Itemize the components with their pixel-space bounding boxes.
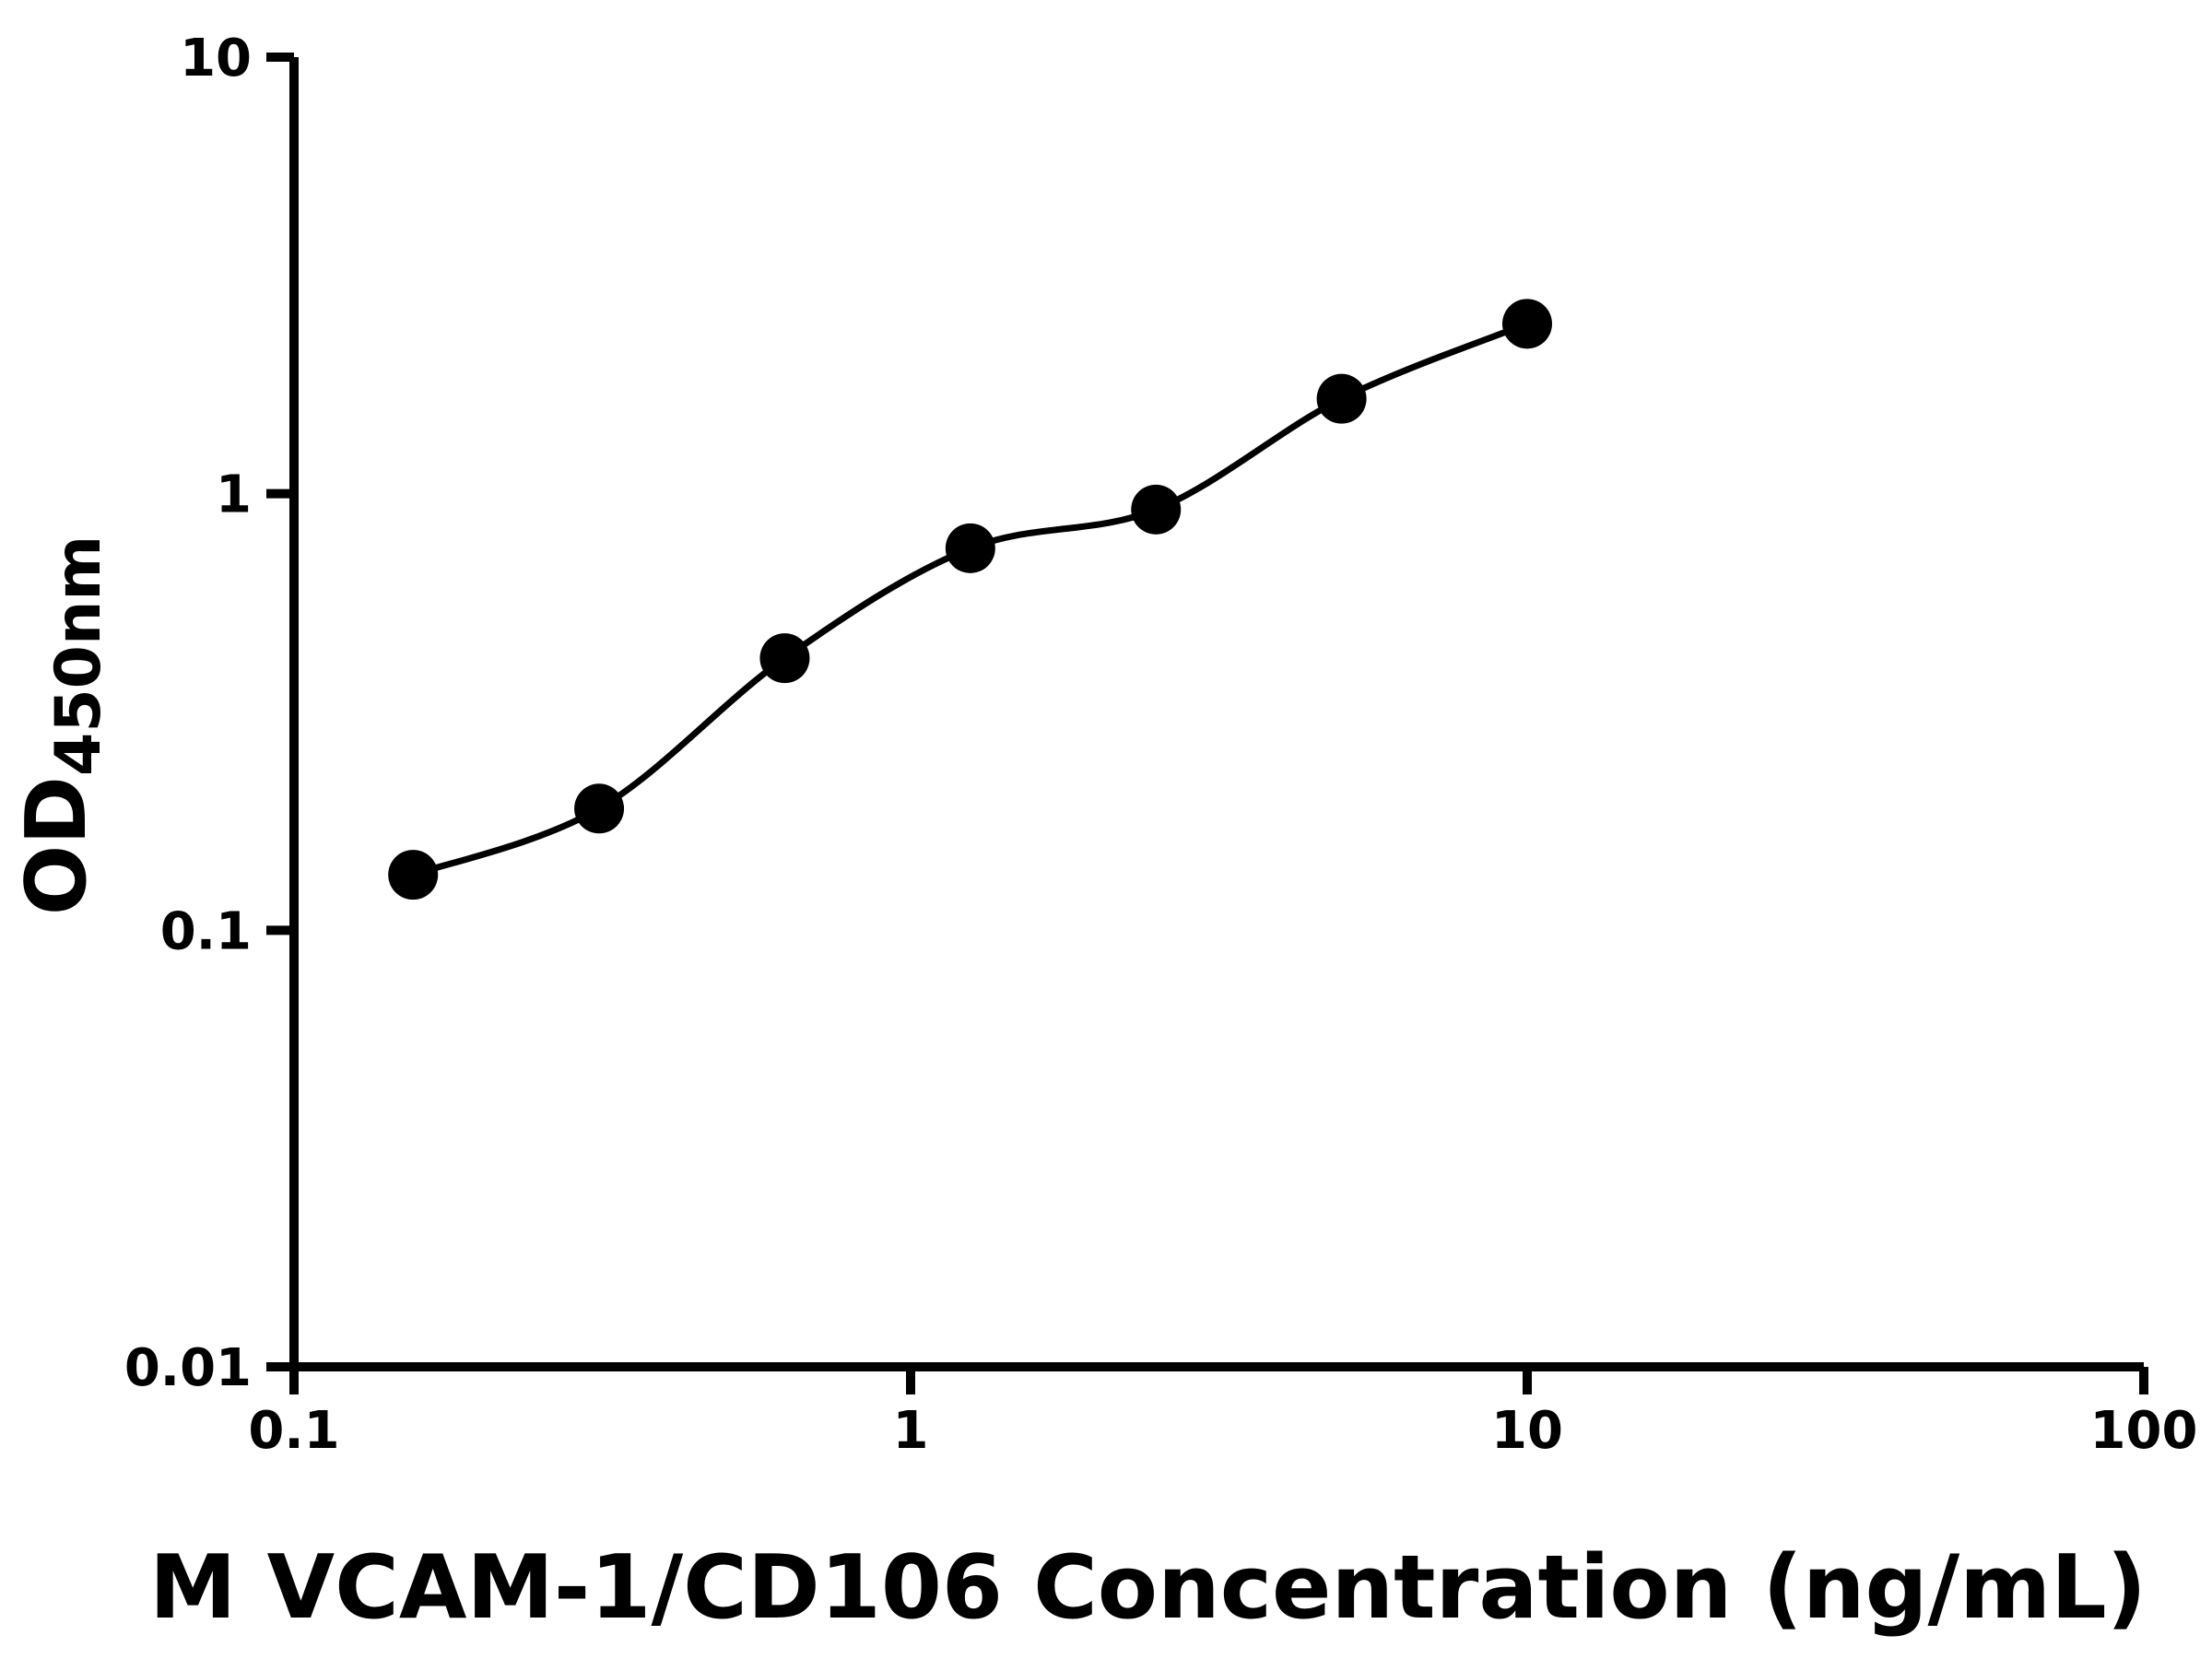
data-point-marker [1502, 299, 1552, 349]
data-point-marker [1131, 484, 1182, 535]
y-tick-label: 1 [216, 465, 252, 525]
y-tick-label: 10 [180, 29, 252, 88]
data-point-marker [1316, 373, 1367, 424]
y-tick-label: 0.1 [160, 901, 252, 961]
data-point-marker [388, 850, 439, 900]
data-point-marker [574, 783, 625, 834]
x-tick-label: 10 [1491, 1401, 1563, 1461]
axes-spine [289, 57, 2144, 1371]
x-tick-label: 100 [2090, 1401, 2198, 1461]
y-tick-label: 0.01 [124, 1338, 252, 1398]
data-point-marker [759, 633, 810, 684]
x-axis-title: M VCAM-1/CD106 Concentration (ng/mL) [149, 1537, 2147, 1639]
x-tick-label: 0.1 [248, 1401, 339, 1461]
data-point-marker [945, 523, 995, 573]
y-axis-title: OD450nm [8, 535, 115, 915]
x-tick-label: 1 [893, 1401, 929, 1461]
